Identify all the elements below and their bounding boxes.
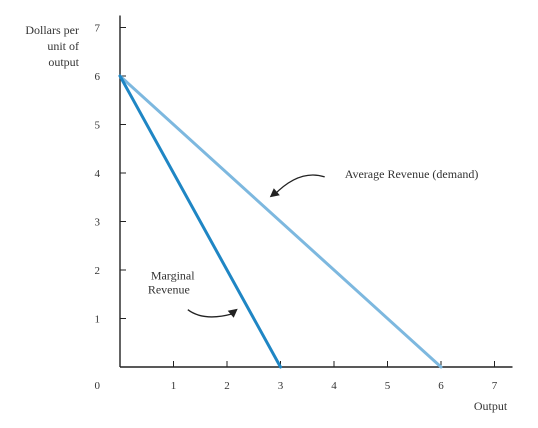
y-tick-label-7: 7 (95, 23, 101, 35)
y-axis-label-line-3: output (48, 55, 79, 69)
average-revenue-label-arrowhead (269, 188, 280, 198)
x-tick-label-7: 7 (492, 380, 498, 392)
average-revenue-label: Average Revenue (demand) (345, 167, 479, 181)
axes: Output Dollars per unit of output (25, 15, 513, 413)
y-tick-label-4: 4 (95, 168, 101, 180)
average-revenue-line (118, 74, 443, 369)
y-axis-label-line-1: Dollars per (25, 23, 79, 37)
x-tick-label-3: 3 (278, 380, 284, 392)
x-tick-label-6: 6 (438, 380, 444, 392)
x-axis-label: Output (474, 399, 508, 413)
average-revenue-label-arrow (273, 174, 325, 196)
x-tick-label-4: 4 (331, 380, 337, 392)
y-tick-label-1: 1 (95, 314, 101, 326)
y-tick-label-5: 5 (95, 120, 101, 132)
y-tick-label-3: 3 (95, 217, 101, 229)
x-tick-label-2: 2 (224, 380, 230, 392)
y-tick-label-6: 6 (95, 71, 101, 83)
series-lines (118, 74, 443, 369)
origin-label: 0 (95, 380, 101, 392)
marginal-revenue-label-arrowhead (227, 308, 238, 318)
y-axis-label-line-2: unit of (47, 39, 79, 53)
marginal-revenue-label-arrow (187, 309, 233, 318)
marginal-revenue-label-line-1: Marginal (151, 269, 195, 283)
marginal-revenue-line (118, 74, 282, 369)
y-tick-label-2: 2 (95, 265, 101, 277)
marginal-revenue-label-line-2: Revenue (148, 283, 190, 297)
x-tick-label-5: 5 (385, 380, 391, 392)
x-tick-label-1: 1 (171, 380, 177, 392)
ticks: 1 2 3 4 5 6 7 1 2 3 4 5 6 7 0 (95, 23, 498, 393)
